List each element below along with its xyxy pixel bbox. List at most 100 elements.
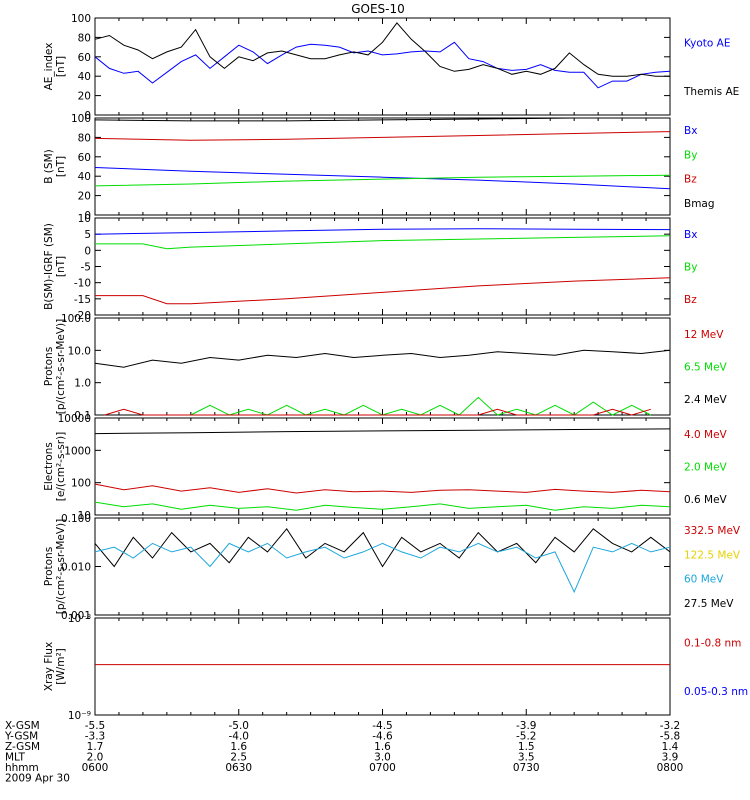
y-axis-unit: [e/(cm²-s-sr)] [55,432,67,501]
ephemeris-value: 1.7 [87,741,104,753]
series-12-mev [104,408,651,416]
y-tick-label: 0 [84,245,91,257]
series-bz [95,277,671,305]
y-tick-label: 0.1 [74,410,91,422]
y-axis-unit: [nT] [55,56,67,77]
series-2-4-mev [94,349,671,368]
panel-frame-ae [94,17,671,116]
y-tick-label: 100 [71,13,91,25]
y-axis-label: B(SM)-IGRF (SM) [43,223,55,310]
legend-0-05-0-3-nm: 0.05-0.3 nm [684,686,748,698]
y-tick-label: 10.0 [68,345,91,357]
ephemeris-value: 2.5 [230,752,247,764]
series-by [94,174,671,187]
y-axis-label: B (SM) [43,149,55,183]
series-kyoto-ae [94,41,671,89]
ephemeris-value: 1.6 [374,741,391,753]
ephemeris-value: 0600 [82,762,109,774]
y-tick-label: 10 [78,213,91,225]
y-tick-label: -5 [81,262,91,274]
ephemeris-value: -5.2 [516,731,537,743]
ephemeris-value: 3.9 [662,752,679,764]
y-tick-label: 10 [78,510,91,522]
series-bx [94,228,671,235]
series-0-6-mev [94,428,671,435]
series-themis-ae [94,22,670,77]
ephemeris-value: 0800 [657,762,684,774]
ephemeris-value: 1.6 [230,741,247,753]
ephemeris-value: 0630 [225,762,252,774]
legend-4-0-mev: 4.0 MeV [684,429,728,441]
ephemeris-value: 1.4 [662,741,679,753]
series-bmag [94,117,670,122]
y-tick-label: 1.0 [74,378,91,390]
legend-2-4-mev: 2.4 MeV [684,394,728,406]
series-27-5-mev [94,527,671,568]
legend-by: By [684,262,697,274]
y-tick-label: 10⁻⁸ [68,613,91,625]
y-axis-label: AE_index [43,43,55,91]
ephemeris-value: -5.5 [85,720,106,732]
legend-by: By [684,149,697,161]
ephemeris-value: -4.6 [372,731,393,743]
legend-12-mev: 12 MeV [684,329,724,341]
ephemeris-value: -5.8 [660,731,681,743]
y-tick-label: 0.001 [61,610,91,622]
legend-0-6-mev: 0.6 MeV [684,494,728,506]
ephemeris-value: -3.3 [85,731,106,743]
y-tick-label: 0.010 [61,562,91,574]
legend-2-0-mev: 2.0 MeV [684,462,728,474]
ephemeris-label: X-GSM [5,720,40,732]
y-tick-label: 20 [78,91,91,103]
legend-bz: Bz [684,294,697,306]
legend-332-5-mev: 332.5 MeV [684,525,741,537]
ephemeris-label: Z-GSM [5,741,40,753]
plot-title: GOES-10 [351,2,405,16]
y-tick-label: 5 [84,229,91,241]
y-tick-label: 1000 [64,445,91,457]
legend-bz: Bz [684,174,697,186]
ephemeris-label: Y-GSM [4,731,38,743]
legend-122-5-mev: 122.5 MeV [684,549,741,561]
ephemeris-value: -5.0 [229,720,250,732]
legend-themis-ae: Themis AE [683,86,739,98]
y-tick-label: 40 [78,71,91,83]
legend-bx: Bx [684,125,697,137]
y-tick-label: 100 [71,478,91,490]
panel-frame-p1 [94,317,671,416]
y-tick-label: -20 [74,310,91,322]
ephemeris-value: 2.0 [87,752,104,764]
y-tick-label: 80 [78,132,91,144]
y-tick-label: 0 [84,110,91,122]
ephemeris-value: -4.0 [229,731,250,743]
legend-bmag: Bmag [684,198,715,210]
ephemeris-value: -3.9 [516,720,537,732]
y-axis-unit: [W/m²] [55,648,67,685]
y-axis-unit: [nT] [55,256,67,277]
ephemeris-value: 0700 [369,762,396,774]
series-6-5-mev [190,396,652,416]
y-axis-label: Protons [43,547,55,586]
legend-6-5-mev: 6.5 MeV [684,362,728,374]
y-axis-unit: [p/(cm²-s-sr-MeV)] [55,519,67,614]
y-tick-label: 60 [78,52,91,64]
y-tick-label: 10⁻⁹ [68,710,91,722]
y-axis-label: Protons [43,347,55,386]
ephemeris-value: 3.0 [374,752,391,764]
panel-frame-b [94,117,671,216]
ephemeris-label: MLT [5,752,25,764]
legend-kyoto-ae: Kyoto AE [684,37,730,49]
y-tick-label: 0 [84,210,91,222]
legend-60-mev: 60 MeV [684,574,724,586]
series-4-0-mev [94,483,671,494]
ephemeris-label: hhmm [5,762,39,774]
ephemeris-value: -4.5 [372,720,393,732]
series-60-mev [94,542,671,594]
ephemeris-date: 2009 Apr 30 [5,773,70,785]
series-by [95,235,671,250]
series-bz [94,131,671,141]
ephemeris-value: -3.2 [660,720,681,732]
y-tick-label: -15 [74,294,91,306]
y-tick-label: 100 [71,113,91,125]
